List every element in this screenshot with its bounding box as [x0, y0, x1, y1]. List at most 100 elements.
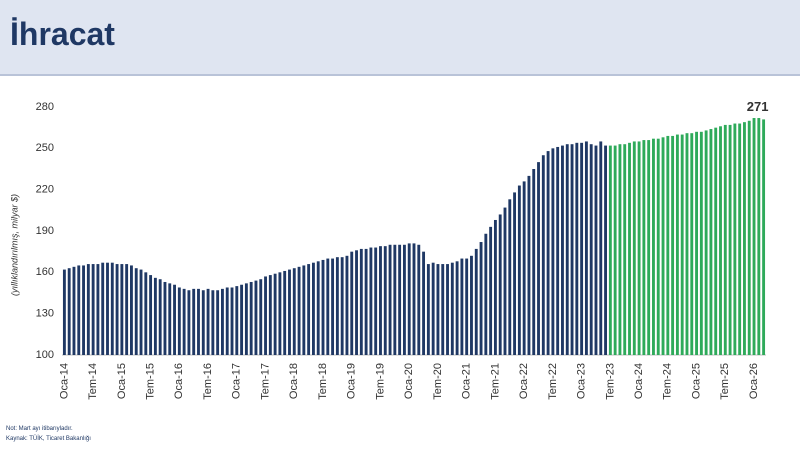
- bar: [211, 290, 215, 355]
- bar: [168, 283, 172, 355]
- bar: [153, 277, 157, 355]
- x-tick-label: Oca-17: [231, 363, 243, 399]
- bar: [340, 257, 344, 355]
- y-tick-label: 160: [36, 266, 54, 278]
- x-tick-label: Oca-18: [288, 363, 300, 399]
- bar: [460, 258, 464, 355]
- bar: [130, 265, 133, 355]
- bar: [393, 244, 397, 355]
- bar: [220, 288, 224, 355]
- bar: [728, 124, 732, 356]
- source: Kaynak: TÜİK, Ticaret Bakanlığı: [6, 436, 91, 442]
- bar: [699, 131, 703, 355]
- bar: [647, 140, 651, 355]
- bar: [594, 145, 598, 355]
- bar: [661, 137, 665, 355]
- bar: [67, 268, 71, 355]
- bar: [652, 138, 655, 355]
- bar: [273, 273, 277, 355]
- bar: [106, 262, 109, 355]
- bar: [173, 284, 176, 355]
- bar: [489, 226, 493, 355]
- x-tick-label: Oca-19: [346, 363, 358, 399]
- x-tick-label: Oca-21: [461, 363, 473, 399]
- bar: [470, 255, 473, 355]
- bar: [398, 244, 402, 355]
- bar: [513, 192, 517, 355]
- bar: [450, 262, 454, 355]
- bar: [158, 279, 162, 355]
- bar: [182, 288, 186, 355]
- bar: [355, 250, 358, 355]
- bar: [426, 264, 430, 355]
- bar: [254, 280, 258, 355]
- y-tick-label: 190: [36, 225, 54, 237]
- bar: [493, 219, 497, 355]
- x-tick-label: Tem-23: [604, 363, 616, 400]
- x-tick-label: Oca-15: [116, 363, 128, 399]
- bar: [704, 130, 708, 355]
- bar: [331, 258, 335, 355]
- bar: [570, 144, 574, 355]
- bar: [436, 264, 440, 355]
- bar: [517, 185, 521, 355]
- bar: [120, 264, 124, 355]
- bar: [278, 272, 282, 355]
- bar: [163, 281, 167, 355]
- x-tick-label: Tem-19: [374, 363, 386, 400]
- bar: [417, 244, 421, 355]
- bar: [302, 265, 306, 355]
- bar: [364, 248, 368, 355]
- y-axis-label: (yıllıklandırılmış, milyar $): [9, 194, 19, 296]
- bar: [379, 246, 382, 355]
- bar: [422, 251, 426, 355]
- bar: [192, 288, 196, 355]
- bar: [762, 119, 766, 356]
- bar: [249, 281, 253, 355]
- bar: [326, 258, 330, 355]
- bar: [479, 242, 483, 355]
- x-tick-label: Oca-23: [576, 363, 588, 399]
- bar: [757, 118, 761, 356]
- bar: [374, 247, 378, 355]
- bar: [752, 118, 756, 356]
- x-tick-label: Tem-22: [547, 363, 559, 400]
- bar: [431, 262, 435, 355]
- bar: [345, 255, 349, 355]
- bar: [747, 120, 751, 356]
- bar: [91, 264, 95, 355]
- bar: [197, 288, 200, 355]
- x-tick-label: Oca-24: [633, 363, 645, 399]
- bar: [240, 284, 244, 355]
- bar: [719, 126, 722, 356]
- bar: [225, 287, 229, 355]
- bar: [187, 290, 191, 355]
- chart-title: İhracat: [10, 16, 115, 52]
- bar: [484, 233, 488, 355]
- bar: [412, 243, 416, 355]
- bar: [235, 286, 239, 355]
- bar: [637, 141, 641, 355]
- bar: [407, 243, 411, 355]
- bar: [77, 265, 81, 355]
- bar: [139, 269, 143, 355]
- bar: [632, 141, 636, 355]
- bar: [537, 162, 540, 355]
- y-tick-label: 250: [36, 142, 54, 154]
- bar: [144, 272, 148, 355]
- bar: [714, 127, 718, 356]
- bar: [623, 144, 627, 355]
- x-tick-label: Oca-26: [748, 363, 760, 399]
- bar: [522, 181, 526, 355]
- bar: [599, 141, 603, 355]
- y-tick-label: 280: [36, 101, 54, 113]
- bar: [709, 129, 713, 355]
- bar: [474, 248, 478, 355]
- y-tick-label: 130: [36, 308, 54, 320]
- bar: [666, 135, 670, 355]
- bar: [388, 244, 392, 355]
- x-tick-label: Tem-17: [259, 363, 271, 400]
- x-tick-label: Tem-24: [662, 363, 674, 400]
- bar: [177, 287, 181, 355]
